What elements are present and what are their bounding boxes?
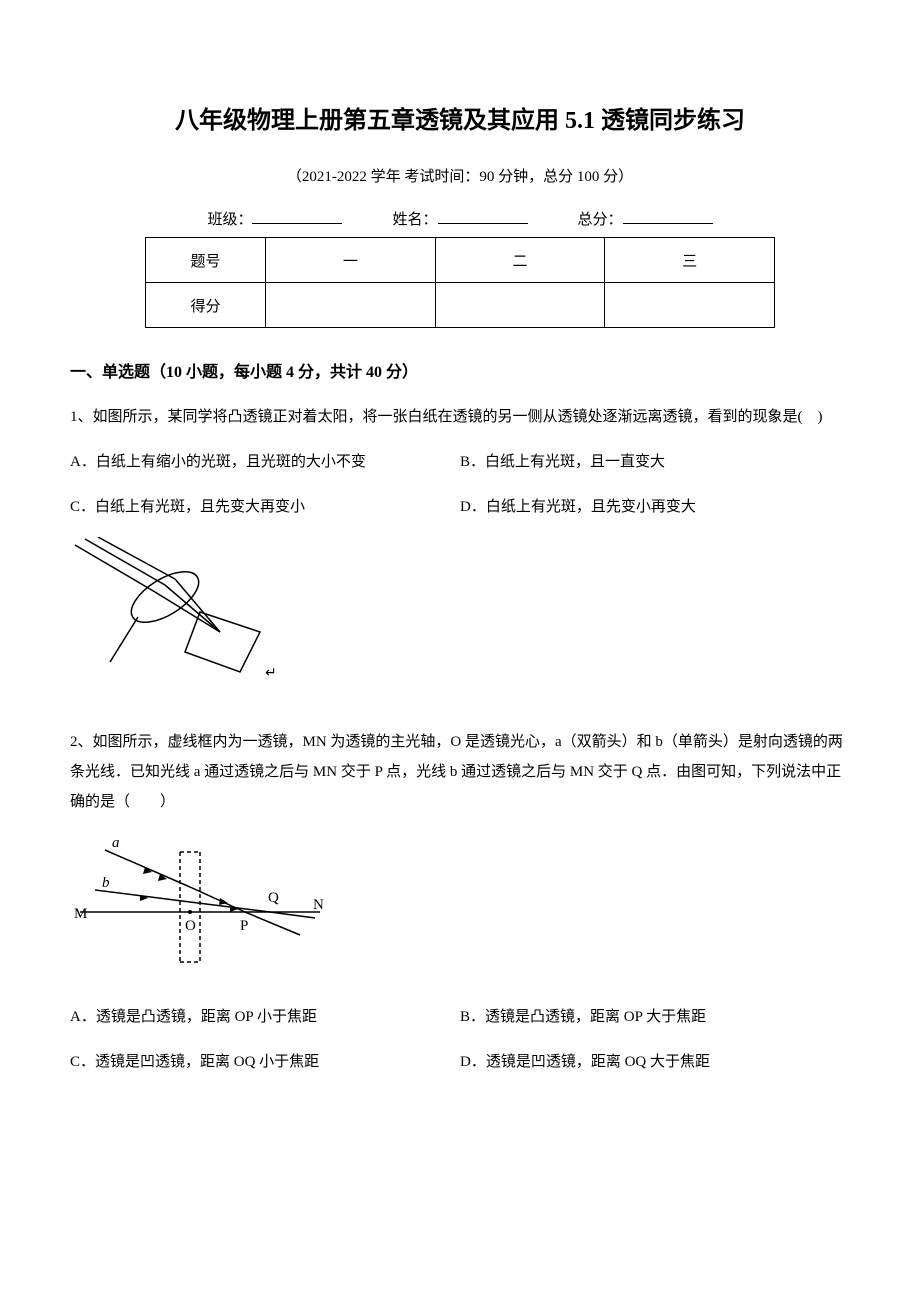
diagram-1: ↵ bbox=[70, 537, 850, 702]
option-d: D．透镜是凹透镜，距离 OQ 大于焦距 bbox=[460, 1047, 850, 1077]
options-row: C．白纸上有光斑，且先变大再变小 D．白纸上有光斑，且先变小再变大 bbox=[70, 492, 850, 522]
table-row: 得分 bbox=[146, 283, 775, 328]
cell: 二 bbox=[435, 238, 605, 283]
diagram-2: a b M N O P Q bbox=[70, 832, 850, 977]
svg-text:P: P bbox=[240, 918, 248, 934]
cell-label: 得分 bbox=[146, 283, 266, 328]
score-underline bbox=[623, 206, 713, 224]
lens-ray-diagram: a b M N O P Q bbox=[70, 832, 330, 972]
cell bbox=[266, 283, 436, 328]
class-field: 班级： bbox=[207, 206, 342, 229]
cell-label: 题号 bbox=[146, 238, 266, 283]
section-header: 一、单选题（10 小题，每小题 4 分，共计 40 分） bbox=[70, 358, 850, 382]
table-row: 题号 一 二 三 bbox=[146, 238, 775, 283]
cell bbox=[435, 283, 605, 328]
option-d: D．白纸上有光斑，且先变小再变大 bbox=[460, 492, 850, 522]
option-b: B．白纸上有光斑，且一直变大 bbox=[460, 447, 850, 477]
svg-text:Q: Q bbox=[268, 890, 279, 906]
svg-text:↵: ↵ bbox=[265, 666, 277, 681]
lens-sun-diagram: ↵ bbox=[70, 537, 280, 697]
name-label: 姓名： bbox=[392, 208, 437, 229]
option-b: B．透镜是凸透镜，距离 OP 大于焦距 bbox=[460, 1002, 850, 1032]
svg-text:a: a bbox=[112, 835, 120, 851]
option-a: A．白纸上有缩小的光斑，且光斑的大小不变 bbox=[70, 447, 460, 477]
options-row: A．透镜是凸透镜，距离 OP 小于焦距 B．透镜是凸透镜，距离 OP 大于焦距 bbox=[70, 1002, 850, 1032]
cell: 三 bbox=[605, 238, 775, 283]
page-subtitle: （2021-2022 学年 考试时间：90 分钟，总分 100 分） bbox=[70, 165, 850, 186]
question-1-stem: 1、如图所示，某同学将凸透镜正对着太阳，将一张白纸在透镜的另一侧从透镜处逐渐远离… bbox=[70, 402, 850, 432]
cell: 一 bbox=[266, 238, 436, 283]
svg-text:M: M bbox=[74, 906, 87, 922]
question-2-stem: 2、如图所示，虚线框内为一透镜，MN 为透镜的主光轴，O 是透镜光心，a（双箭头… bbox=[70, 727, 850, 817]
svg-text:N: N bbox=[313, 897, 324, 913]
options-row: C．透镜是凹透镜，距离 OQ 小于焦距 D．透镜是凹透镜，距离 OQ 大于焦距 bbox=[70, 1047, 850, 1077]
option-c: C．透镜是凹透镜，距离 OQ 小于焦距 bbox=[70, 1047, 460, 1077]
page-title: 八年级物理上册第五章透镜及其应用 5.1 透镜同步练习 bbox=[70, 100, 850, 135]
class-underline bbox=[252, 206, 342, 224]
option-a: A．透镜是凸透镜，距离 OP 小于焦距 bbox=[70, 1002, 460, 1032]
cell bbox=[605, 283, 775, 328]
score-table: 题号 一 二 三 得分 bbox=[145, 237, 775, 328]
options-row: A．白纸上有缩小的光斑，且光斑的大小不变 B．白纸上有光斑，且一直变大 bbox=[70, 447, 850, 477]
svg-text:O: O bbox=[185, 918, 196, 934]
score-field: 总分： bbox=[578, 206, 713, 229]
name-field: 姓名： bbox=[392, 206, 527, 229]
svg-text:b: b bbox=[102, 875, 110, 891]
score-label: 总分： bbox=[578, 208, 623, 229]
info-row: 班级： 姓名： 总分： bbox=[70, 206, 850, 229]
name-underline bbox=[438, 206, 528, 224]
class-label: 班级： bbox=[207, 208, 252, 229]
option-c: C．白纸上有光斑，且先变大再变小 bbox=[70, 492, 460, 522]
